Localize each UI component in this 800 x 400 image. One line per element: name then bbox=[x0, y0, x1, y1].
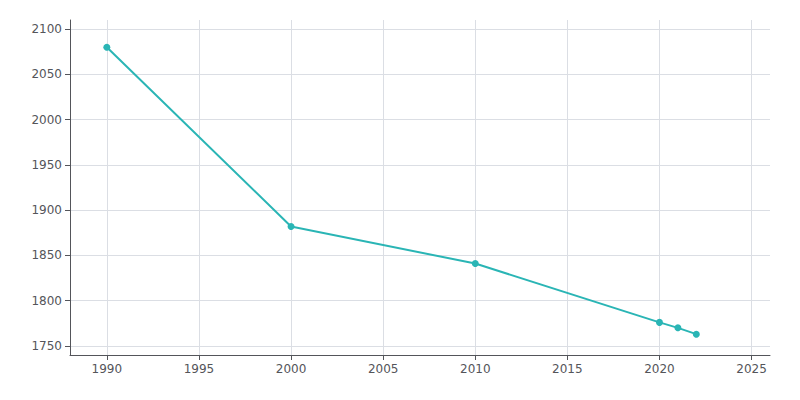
svg-text:1995: 1995 bbox=[184, 362, 215, 376]
svg-text:2025: 2025 bbox=[736, 362, 767, 376]
svg-text:2000: 2000 bbox=[31, 113, 62, 127]
svg-text:1990: 1990 bbox=[92, 362, 123, 376]
svg-text:2015: 2015 bbox=[552, 362, 583, 376]
svg-text:2000: 2000 bbox=[276, 362, 307, 376]
svg-text:1850: 1850 bbox=[31, 248, 62, 262]
svg-text:2005: 2005 bbox=[368, 362, 399, 376]
svg-text:1950: 1950 bbox=[31, 158, 62, 172]
svg-text:2020: 2020 bbox=[644, 362, 675, 376]
svg-text:2100: 2100 bbox=[31, 22, 62, 36]
svg-text:1800: 1800 bbox=[31, 294, 62, 308]
svg-text:1750: 1750 bbox=[31, 339, 62, 353]
svg-text:1900: 1900 bbox=[31, 203, 62, 217]
svg-text:2010: 2010 bbox=[460, 362, 491, 376]
svg-text:2050: 2050 bbox=[31, 67, 62, 81]
